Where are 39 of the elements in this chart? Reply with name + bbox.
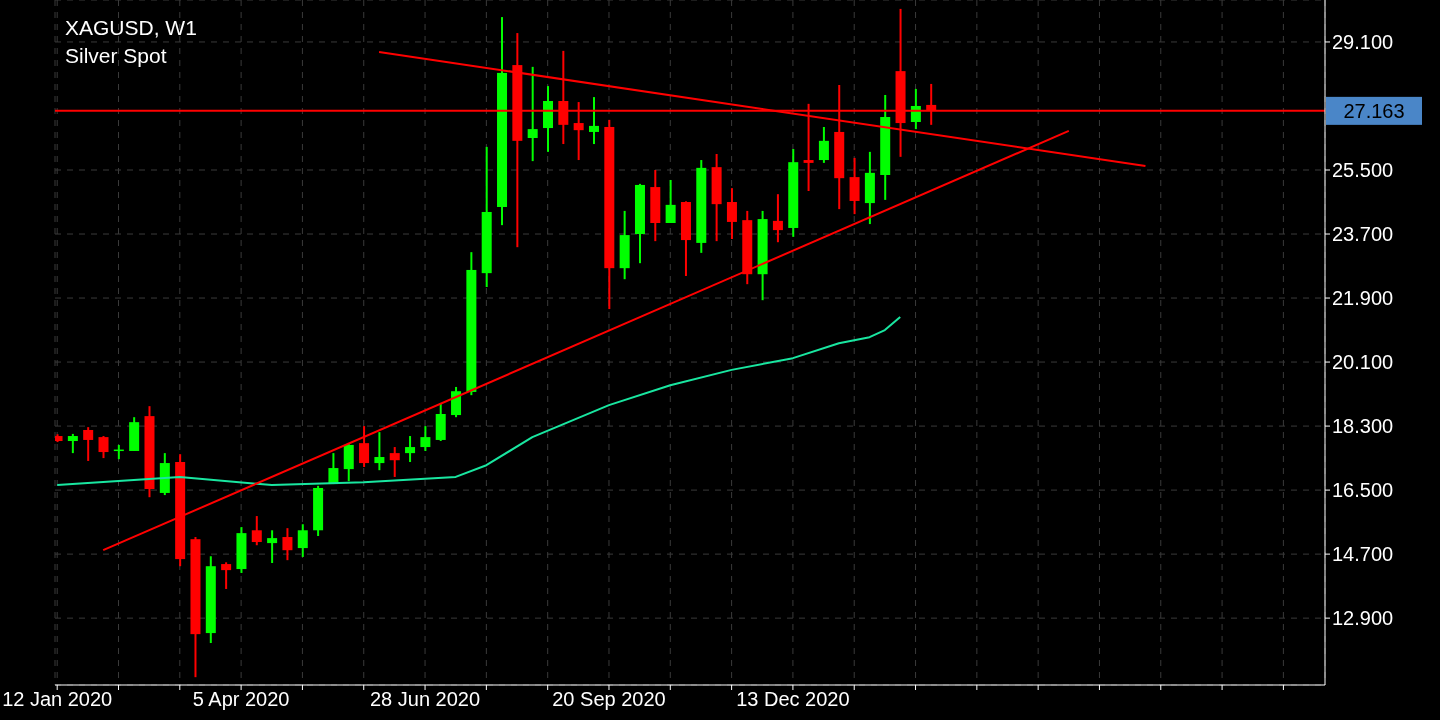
- candlestick: [374, 431, 385, 472]
- candlestick: [405, 435, 416, 463]
- candlestick: [527, 65, 538, 163]
- text: Silver Spot: [65, 43, 168, 69]
- y-tick-label: 18.300: [1332, 415, 1394, 438]
- candlestick: [588, 96, 599, 146]
- candlestick: [818, 125, 829, 164]
- candlestick: [297, 523, 308, 558]
- x-tick-label: 28 Jun 2020: [370, 688, 481, 711]
- y-tick-label: 20.100: [1332, 351, 1394, 374]
- y-tick-label: 16.500: [1332, 479, 1394, 502]
- x-tick-label: 20 Sep 2020: [552, 688, 666, 711]
- candlestick: [267, 529, 278, 565]
- candlestick: [282, 527, 293, 562]
- y-tick-label: 29.100: [1332, 31, 1394, 54]
- candlestick: [389, 446, 400, 478]
- y-tick-label: 23.700: [1332, 223, 1394, 246]
- x-tick-label: 5 Apr 2020: [192, 688, 290, 711]
- text: XAGUSD, W1: [65, 15, 197, 41]
- x-tick-label: 12 Jan 2020: [2, 688, 113, 711]
- candlestick: [67, 432, 78, 455]
- candlestick: [726, 187, 737, 240]
- candlestick: [451, 385, 462, 419]
- candlestick: [83, 426, 94, 462]
- candlestick: [98, 435, 109, 460]
- y-tick-label: 25.500: [1332, 159, 1394, 182]
- candlestick: [849, 156, 860, 216]
- candlestick: [772, 193, 783, 244]
- x-tick-label: 13 Dec 2020: [736, 688, 850, 711]
- candlestick: [420, 425, 431, 452]
- y-tick-label: 21.900: [1332, 287, 1394, 310]
- y-tick-label: 12.900: [1332, 607, 1394, 630]
- candlestick: [665, 178, 676, 224]
- line-series: [56, 315, 902, 487]
- ref-line-label: 27.163: [1343, 99, 1405, 122]
- candlestick: [359, 425, 370, 468]
- candlestick: [251, 515, 262, 547]
- candlestick: [221, 561, 232, 590]
- y-tick-label: 14.700: [1332, 543, 1394, 566]
